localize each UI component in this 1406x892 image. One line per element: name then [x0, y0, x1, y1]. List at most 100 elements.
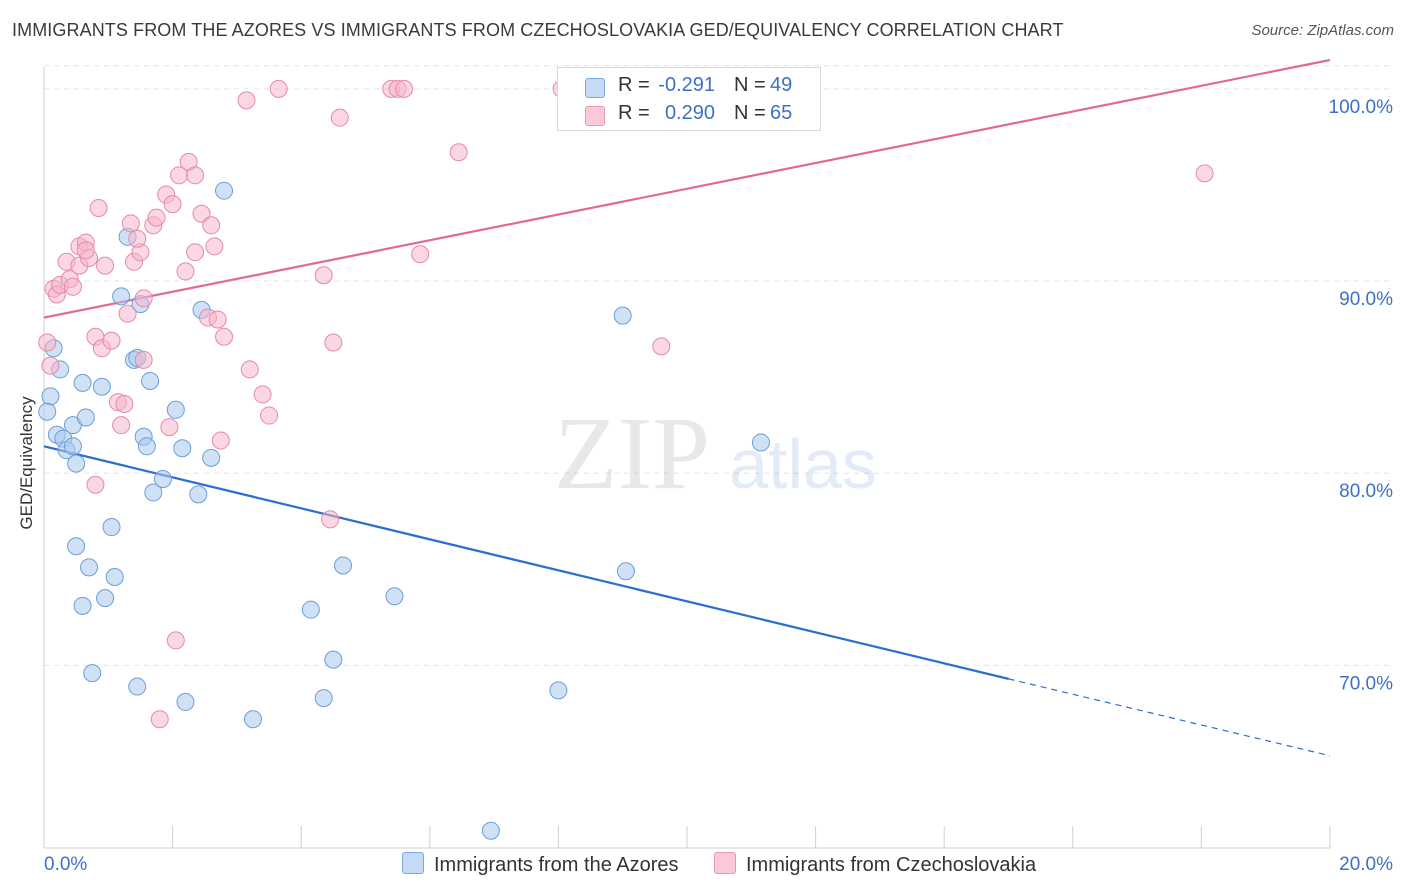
azores-point-43 [385, 587, 404, 606]
czechoslovakia-point-24 [128, 229, 147, 248]
czechoslovakia-point-47 [237, 91, 256, 110]
azores-point-42 [333, 556, 352, 575]
series-legend-label: Immigrants from the Azores [434, 854, 679, 876]
czechoslovakia-point-41 [205, 237, 224, 256]
azores-point-17 [83, 664, 102, 683]
azores-point-25 [144, 483, 163, 502]
azores-point-13 [102, 518, 121, 537]
series-legend-label: Immigrants from Czechoslovakia [746, 854, 1037, 876]
czechoslovakia-point-37 [186, 243, 205, 262]
chart-title: IMMIGRANTS FROM THE AZORES VS IMMIGRANTS… [12, 20, 1064, 40]
czechoslovakia-point-32 [166, 631, 185, 650]
czechoslovakia-point-62 [652, 337, 671, 356]
watermark-zip: ZIP [554, 396, 710, 511]
series-swatch-czechoslovakia [714, 852, 736, 874]
azores-point-38 [243, 710, 262, 729]
axes [43, 67, 1331, 849]
y-tick-label-1: 80.0% [1339, 481, 1393, 502]
x-tick-label-0: 0.0% [44, 854, 87, 875]
series-azores-points [38, 181, 770, 840]
azores-point-33 [176, 692, 195, 711]
legend-n-value: 65 [770, 102, 793, 124]
czechoslovakia-point-38 [192, 204, 211, 223]
legend-n-label: N = [734, 102, 766, 124]
czechoslovakia-point-18 [112, 416, 131, 435]
azores-point-15 [80, 558, 99, 577]
trend-line-1 [43, 58, 1331, 319]
czechoslovakia-point-36 [186, 166, 205, 185]
azores-point-41 [324, 650, 343, 669]
azores-point-30 [128, 677, 147, 696]
azores-point-19 [105, 568, 124, 587]
trend-line-ext-0 [1008, 678, 1331, 757]
czechoslovakia-point-63 [1195, 164, 1214, 183]
legend-row-czechoslovakia: R = 0.290 N = 65 [558, 100, 820, 128]
legend-r-label: R = [618, 74, 650, 96]
czechoslovakia-point-42 [208, 310, 227, 329]
czechoslovakia-point-55 [330, 108, 349, 127]
x-tick-labels: 0.0% 20.0% [44, 854, 1393, 875]
azores-point-18 [67, 537, 86, 556]
czechoslovakia-point-58 [395, 79, 414, 98]
czechoslovakia-point-19 [115, 395, 134, 414]
azores-point-27 [153, 469, 172, 488]
azores-point-10 [73, 373, 92, 392]
czechoslovakia-point-1 [41, 356, 60, 375]
legend-n-value: 49 [770, 74, 793, 96]
czechoslovakia-point-45 [150, 710, 169, 729]
trend-line-0 [43, 445, 1009, 680]
czechoslovakia-point-51 [269, 79, 288, 98]
azores-point-40 [314, 689, 333, 708]
czechoslovakia-point-16 [102, 331, 121, 350]
azores-point-26 [141, 371, 160, 390]
series-czechoslovakia-points [38, 79, 1214, 729]
legend-r-value: 0.290 [664, 102, 715, 124]
azores-point-24 [137, 437, 156, 456]
czechoslovakia-point-25 [134, 289, 153, 308]
czechoslovakia-point-52 [314, 266, 333, 285]
azores-point-37 [215, 181, 234, 200]
azores-point-36 [202, 448, 221, 467]
czechoslovakia-point-30 [160, 418, 179, 437]
czechoslovakia-point-26 [134, 350, 153, 369]
czechoslovakia-point-59 [411, 245, 430, 264]
azores-point-34 [189, 485, 208, 504]
azores-point-16 [73, 596, 92, 615]
watermark-atlas: atlas [729, 425, 877, 503]
series-legend-czechoslovakia: Immigrants from Czechoslovakia [714, 852, 1036, 877]
watermark: ZIP atlas [554, 396, 877, 511]
czechoslovakia-point-28 [147, 208, 166, 227]
azores-point-48 [751, 433, 770, 452]
legend-r-value: -0.291 [658, 74, 715, 96]
czechoslovakia-point-53 [321, 510, 340, 529]
source-label: Source: ZipAtlas.com [1251, 22, 1394, 39]
czechoslovakia-point-64 [76, 241, 95, 260]
czechoslovakia-point-0 [38, 333, 57, 352]
azores-point-46 [613, 306, 632, 325]
azores-point-31 [166, 400, 185, 419]
czechoslovakia-point-43 [215, 327, 234, 346]
czechoslovakia-point-22 [121, 214, 140, 233]
azores-point-0 [41, 387, 60, 406]
czechoslovakia-point-31 [163, 195, 182, 214]
czechoslovakia-point-40 [202, 216, 221, 235]
czechoslovakia-point-46 [86, 475, 105, 494]
azores-point-1 [38, 402, 57, 421]
azores-point-7 [63, 437, 82, 456]
azores-point-32 [173, 439, 192, 458]
legend-r-label: R = [618, 102, 650, 124]
czechoslovakia-point-50 [260, 406, 279, 425]
azores-point-44 [481, 821, 500, 840]
czechoslovakia-point-20 [118, 304, 137, 323]
x-tick-label-1: 20.0% [1339, 854, 1393, 875]
y-tick-label-2: 90.0% [1339, 289, 1393, 310]
legend-row-azores: R = -0.291 N = 49 [558, 72, 820, 100]
czechoslovakia-point-44 [211, 431, 230, 450]
azores-point-45 [549, 681, 568, 700]
czechoslovakia-point-34 [176, 262, 195, 281]
correlation-legend: R = -0.291 N = 49 R = 0.290 N = 65 [557, 67, 821, 131]
azores-point-9 [67, 454, 86, 473]
czechoslovakia-point-60 [449, 143, 468, 162]
trend-lines [43, 58, 1331, 757]
y-tick-labels: 70.0% 80.0% 90.0% 100.0% [1329, 97, 1394, 695]
